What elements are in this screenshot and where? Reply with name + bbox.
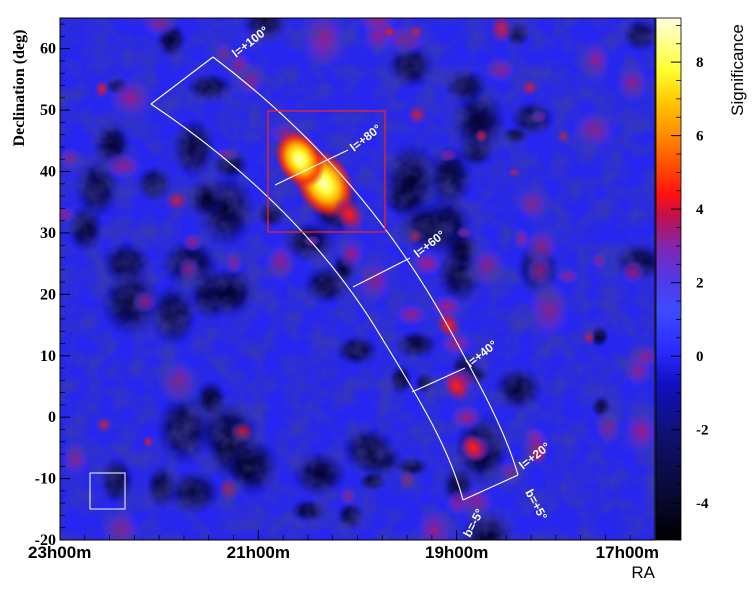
band-edge-b-minus	[150, 103, 464, 501]
hotspot	[459, 432, 487, 464]
y-tick-label: 40	[40, 164, 56, 181]
colorbar-tick-label: 8	[696, 55, 704, 71]
y-tick-label: 30	[40, 225, 56, 242]
colorbar-tick-label: 4	[696, 202, 704, 218]
y-tick-label: 20	[40, 286, 56, 303]
x-tick-label: 19h00m	[425, 543, 488, 562]
band-end-top	[150, 56, 214, 105]
y-tick-label: 50	[40, 102, 56, 119]
y-tick-label: 60	[40, 41, 56, 58]
galactic-plane-band	[150, 56, 519, 501]
x-tick-label: 21h00m	[227, 543, 290, 562]
roi-box-cygnus	[267, 110, 386, 233]
hotspot	[333, 196, 365, 233]
band-tick-l40	[411, 367, 466, 393]
colorbar-axis: 8 6 4 2 0 -2 -4	[671, 24, 709, 541]
heatmap-noise	[60, 18, 655, 540]
y-axis: 60 50 40 30 20 10 0 -10 -20	[35, 23, 70, 549]
colorbar	[655, 17, 682, 541]
hotspot	[442, 369, 472, 404]
hotspot	[435, 310, 461, 340]
heatmap-plot-area	[60, 18, 655, 540]
y-tick-label: 0	[48, 409, 56, 426]
ridge-glow	[428, 292, 465, 321]
y-tick-label: 10	[40, 348, 56, 365]
x-axis-title: RA	[631, 563, 655, 582]
hotspot	[274, 130, 325, 189]
y-tick-label: -20	[35, 532, 56, 549]
colorbar-tick-label: -4	[696, 496, 709, 512]
colorbar-tick-label: 0	[696, 349, 704, 365]
colorbar-title: Significance	[728, 24, 747, 116]
x-tick-label: 23h00m	[28, 543, 91, 562]
y-axis-title: Declination (deg)	[11, 30, 28, 147]
colorbar-tick-label: 6	[696, 129, 704, 145]
y-tick-label: -10	[35, 471, 56, 488]
colorbar-tick-label: -2	[696, 423, 709, 439]
band-end-bottom	[462, 474, 519, 501]
band-edge-b-plus	[212, 56, 519, 476]
band-tick-l80	[274, 149, 349, 186]
ridge-glow	[448, 403, 485, 432]
x-tick-label: 17h00m	[596, 543, 659, 562]
colorbar-tick-label: 2	[696, 276, 704, 292]
band-tick-l60	[352, 257, 411, 288]
x-axis: 23h00m 21h00m 19h00m 17h00m	[28, 530, 659, 562]
ridge-glow	[408, 249, 445, 278]
psf-box	[89, 472, 126, 510]
